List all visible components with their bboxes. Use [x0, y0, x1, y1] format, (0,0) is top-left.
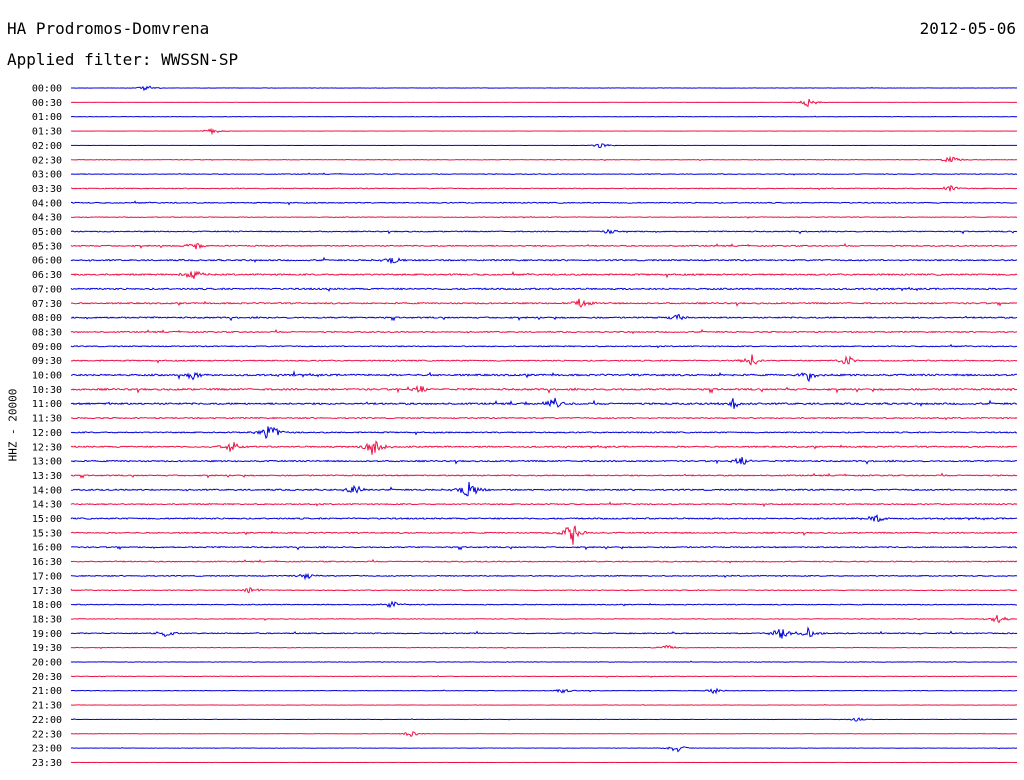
time-tick-label: 07:30	[32, 299, 62, 310]
trace-line	[70, 184, 1018, 192]
trace-line	[70, 242, 1018, 250]
trace-line	[70, 525, 1018, 545]
trace-line	[70, 416, 1018, 421]
filter-label: Applied filter: WWSSN-SP	[7, 50, 239, 69]
time-tick-label: 16:30	[32, 557, 62, 568]
trace-line	[70, 660, 1018, 663]
time-tick-label: 06:00	[32, 256, 62, 267]
trace-line	[70, 545, 1018, 551]
trace-line	[70, 200, 1018, 206]
trace-line	[70, 572, 1018, 581]
time-tick-label: 05:00	[32, 227, 62, 238]
time-tick-label: 00:30	[32, 98, 62, 109]
trace-line	[70, 717, 1018, 722]
time-tick-label: 03:00	[32, 170, 62, 181]
time-tick-label: 12:00	[32, 428, 62, 439]
station-title: HA Prodromos-Domvrena	[7, 19, 210, 38]
time-tick-label: 01:30	[32, 127, 62, 138]
trace-line	[70, 313, 1018, 322]
trace-line	[70, 675, 1018, 678]
trace-line	[70, 298, 1018, 308]
time-tick-label: 08:00	[32, 313, 62, 324]
trace-line	[70, 155, 1018, 163]
time-tick-label: 17:30	[32, 586, 62, 597]
trace-line	[70, 115, 1018, 118]
trace-line	[70, 558, 1018, 564]
time-tick-label: 23:00	[32, 744, 62, 755]
time-tick-label: 20:00	[32, 658, 62, 669]
time-tick-label: 07:00	[32, 284, 62, 295]
time-tick-label: 15:30	[32, 528, 62, 539]
time-tick-label: 22:30	[32, 729, 62, 740]
time-tick-label: 00:00	[32, 84, 62, 95]
trace-line	[70, 600, 1018, 609]
trace-line	[70, 645, 1018, 650]
trace-line	[70, 481, 1018, 497]
trace-line	[70, 456, 1018, 465]
time-tick-label: 20:30	[32, 672, 62, 683]
time-tick-label: 16:00	[32, 543, 62, 554]
time-tick-label: 18:30	[32, 614, 62, 625]
time-tick-label: 02:00	[32, 141, 62, 152]
time-tick-label: 14:30	[32, 500, 62, 511]
trace-line	[70, 440, 1018, 455]
trace-line	[70, 228, 1018, 235]
time-tick-label: 14:00	[32, 485, 62, 496]
trace-line	[70, 343, 1018, 349]
trace-line	[70, 703, 1018, 706]
trace-line	[70, 426, 1018, 440]
time-tick-label: 21:30	[32, 701, 62, 712]
trace-line	[70, 472, 1018, 479]
trace-line	[70, 626, 1018, 639]
trace-line	[70, 127, 1018, 136]
time-tick-label: 05:30	[32, 241, 62, 252]
trace-line	[70, 270, 1018, 279]
time-tick-label: 23:30	[32, 758, 62, 769]
time-tick-label: 11:00	[32, 399, 62, 410]
time-tick-label: 11:30	[32, 414, 62, 425]
trace-line	[70, 501, 1018, 508]
time-tick-label: 06:30	[32, 270, 62, 281]
time-tick-label: 18:00	[32, 600, 62, 611]
trace-line	[70, 746, 1018, 753]
trace-line	[70, 216, 1018, 219]
trace-line	[70, 286, 1018, 292]
time-tick-label: 19:00	[32, 629, 62, 640]
trace-line	[70, 384, 1018, 394]
time-tick-label: 04:00	[32, 198, 62, 209]
time-tick-label: 04:30	[32, 213, 62, 224]
trace-line	[70, 615, 1018, 624]
trace-line	[70, 513, 1018, 522]
trace-line	[70, 354, 1018, 366]
time-tick-label: 13:30	[32, 471, 62, 482]
time-tick-label: 22:00	[32, 715, 62, 726]
trace-line	[70, 98, 1018, 108]
time-tick-label: 12:30	[32, 442, 62, 453]
trace-line	[70, 172, 1018, 176]
time-tick-label: 02:30	[32, 155, 62, 166]
trace-line	[70, 370, 1018, 383]
time-tick-label: 09:00	[32, 342, 62, 353]
time-tick-label: 01:00	[32, 112, 62, 123]
trace-line	[70, 256, 1018, 264]
time-tick-label: 03:30	[32, 184, 62, 195]
time-tick-label: 19:30	[32, 643, 62, 654]
trace-line	[71, 143, 1018, 149]
time-tick-label: 13:00	[32, 457, 62, 468]
time-tick-label: 09:30	[32, 356, 62, 367]
time-tick-label: 10:30	[32, 385, 62, 396]
trace-line	[70, 85, 1018, 92]
time-tick-label: 15:00	[32, 514, 62, 525]
date-label: 2012-05-06	[919, 19, 1016, 38]
time-tick-label: 08:30	[32, 327, 62, 338]
trace-line	[70, 587, 1018, 594]
trace-line	[70, 328, 1018, 335]
time-tick-label: 21:00	[32, 686, 62, 697]
trace-line	[70, 687, 1018, 695]
trace-line	[70, 731, 1018, 738]
time-tick-label: 10:00	[32, 371, 62, 382]
trace-line	[70, 397, 1018, 409]
time-tick-label: 17:00	[32, 571, 62, 582]
